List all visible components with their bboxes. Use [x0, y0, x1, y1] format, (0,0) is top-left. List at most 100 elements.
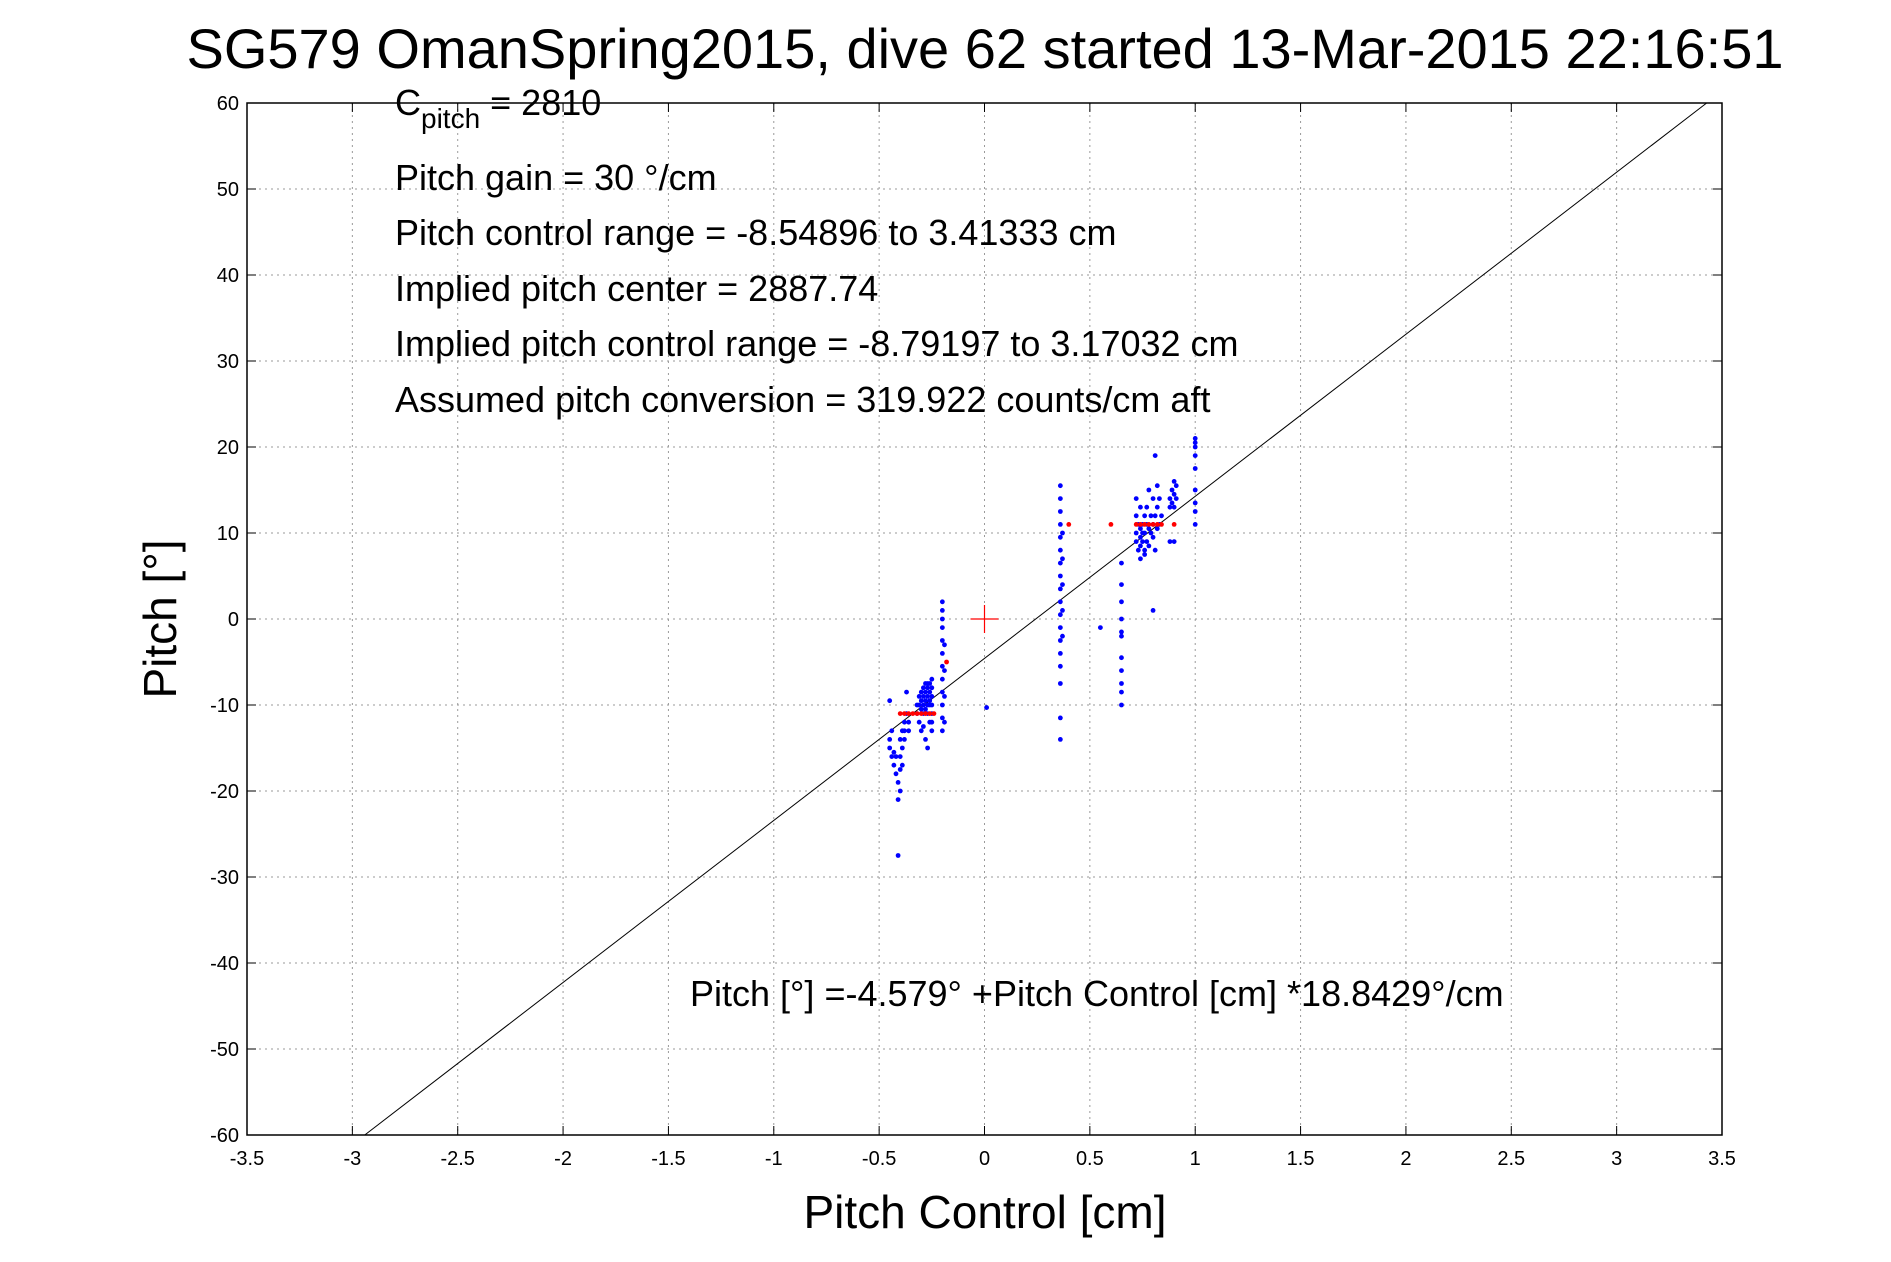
data-point — [1057, 496, 1063, 501]
data-point — [1152, 453, 1158, 458]
data-point — [902, 719, 907, 725]
data-point — [920, 724, 926, 729]
data-point — [1150, 496, 1156, 501]
data-point — [1152, 547, 1158, 553]
data-point — [889, 728, 895, 734]
data-point — [897, 737, 903, 742]
data-point — [1057, 573, 1063, 579]
y-tick-label: 40 — [217, 265, 239, 287]
data-point — [1057, 560, 1063, 566]
data-point — [918, 698, 924, 704]
data-point — [1138, 543, 1143, 549]
data-point — [923, 706, 928, 712]
data-point — [927, 689, 933, 695]
data-point — [1119, 655, 1124, 661]
data-point-red — [906, 711, 912, 716]
data-point — [939, 616, 945, 622]
implied-pitch-center-annotation: Implied pitch center = 2887.74 — [395, 268, 878, 309]
x-tick-label: 1.5 — [1287, 1148, 1315, 1170]
data-point — [939, 715, 945, 721]
y-tick-label: 30 — [217, 351, 239, 373]
data-point — [925, 745, 931, 751]
data-point — [1150, 608, 1156, 613]
data-point — [1060, 582, 1065, 587]
data-point — [1169, 487, 1175, 493]
data-point — [906, 728, 912, 734]
data-point — [1192, 436, 1198, 441]
cpitch-subscript: pitch — [421, 103, 480, 134]
data-point — [906, 719, 912, 725]
y-tick-label: 60 — [217, 93, 239, 115]
cpitch-annotation: Cpitch = 2810 — [395, 82, 601, 134]
y-tick-label: -50 — [210, 1039, 239, 1061]
x-tick-label: 2 — [1400, 1148, 1411, 1170]
data-point — [1133, 496, 1139, 501]
data-point — [1060, 530, 1065, 536]
data-point-red — [1066, 522, 1072, 527]
data-point — [1146, 526, 1152, 532]
data-point — [923, 689, 928, 695]
data-point — [893, 771, 899, 777]
data-point — [895, 780, 901, 785]
assumed-pitch-conversion-annotation: Assumed pitch conversion = 319.922 count… — [395, 379, 1210, 420]
data-point — [1192, 509, 1198, 514]
pitch-control-range-annotation: Pitch control range = -8.54896 to 3.4133… — [395, 212, 1116, 253]
data-point — [1119, 560, 1124, 566]
x-tick-label: -2 — [554, 1148, 572, 1170]
data-point — [920, 694, 926, 699]
data-point — [1057, 681, 1063, 686]
cpitch-value: = 2810 — [480, 82, 601, 123]
data-point-red — [1159, 522, 1164, 527]
data-point — [899, 762, 905, 768]
data-point — [1192, 444, 1198, 450]
data-point — [1119, 582, 1124, 587]
data-point — [1142, 513, 1148, 519]
data-point — [1138, 534, 1143, 540]
data-point — [1138, 556, 1143, 562]
data-point — [1140, 539, 1145, 544]
data-point — [984, 705, 990, 710]
data-point-red — [1150, 522, 1156, 527]
x-tick-label: -1.5 — [651, 1148, 685, 1170]
x-tick-label: 0 — [979, 1148, 990, 1170]
data-point-red — [1146, 522, 1152, 527]
data-point — [1192, 500, 1198, 506]
data-point — [1148, 530, 1154, 536]
plot-content — [364, 102, 1707, 1136]
y-tick-label: -30 — [210, 867, 239, 889]
data-point-red — [902, 711, 907, 716]
data-point — [1057, 509, 1063, 514]
data-point — [1119, 702, 1124, 708]
data-point — [929, 719, 935, 725]
data-point — [895, 853, 901, 858]
data-point — [1133, 513, 1139, 519]
data-point-red — [1138, 522, 1143, 527]
data-point — [916, 719, 922, 725]
data-point — [939, 651, 945, 656]
fit-equation-annotation: Pitch [°] =-4.579° +Pitch Control [cm] *… — [690, 973, 1504, 1014]
data-point — [929, 676, 935, 682]
data-point-red — [944, 659, 949, 665]
data-point — [1119, 599, 1124, 605]
data-point — [1192, 522, 1198, 527]
data-point — [1119, 633, 1124, 639]
data-point — [1133, 539, 1139, 544]
data-point-red — [910, 711, 916, 716]
x-tick-label: 3.5 — [1708, 1148, 1736, 1170]
data-point — [902, 737, 907, 742]
data-point — [1144, 539, 1150, 544]
data-point — [939, 638, 945, 643]
data-point — [904, 689, 909, 695]
data-point — [891, 749, 897, 755]
data-point — [1138, 504, 1143, 510]
x-tick-label: -3 — [343, 1148, 361, 1170]
data-point — [1173, 483, 1179, 489]
data-point — [916, 702, 922, 708]
data-point — [891, 762, 897, 768]
y-tick-label: -10 — [210, 695, 239, 717]
data-point — [939, 608, 945, 613]
data-point — [1057, 715, 1063, 721]
data-point — [925, 685, 931, 691]
x-tick-label: 0.5 — [1076, 1148, 1104, 1170]
data-point — [1057, 599, 1063, 605]
